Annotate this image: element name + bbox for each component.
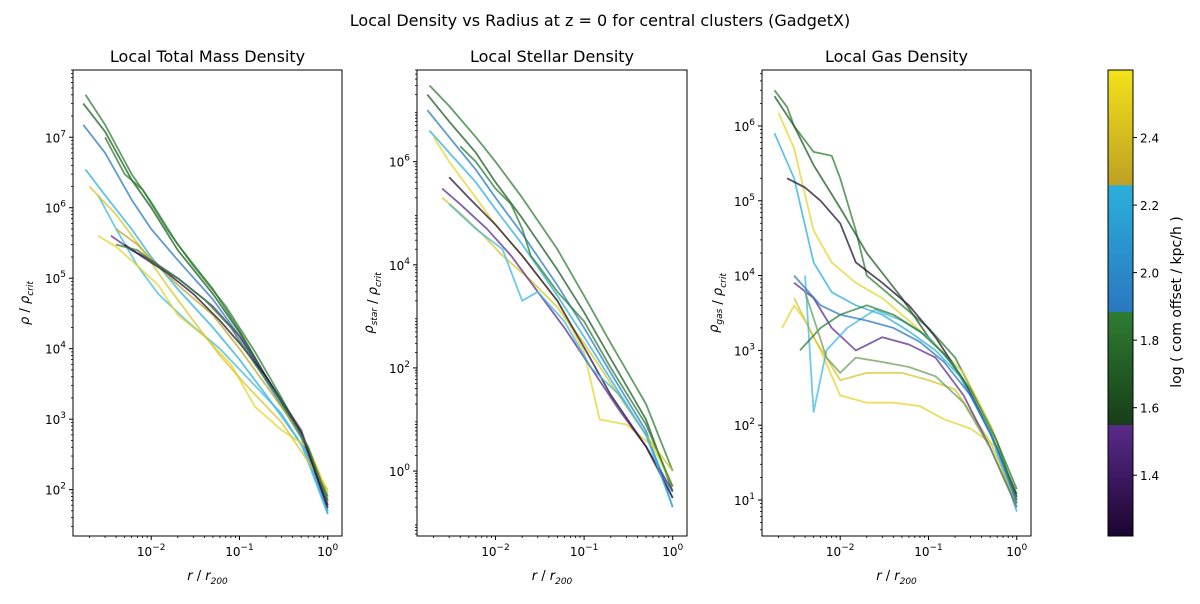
series-line-7 (786, 177, 1018, 498)
series-line-3 (777, 112, 1018, 501)
colorbar-tick-label: 1.4 (1140, 469, 1159, 483)
y-axis-label: ρstar / ρcrit (362, 272, 384, 334)
series-line-2 (426, 109, 674, 508)
x-axis-label: r / r200 (876, 569, 917, 587)
series-line-11 (804, 291, 1018, 508)
colorbar-label: log ( com offset / kpc/h ) (1169, 216, 1185, 387)
series-line-0 (428, 84, 674, 472)
x-tick-label: 10−2 (481, 543, 510, 559)
series-group (82, 94, 329, 515)
axes-frame (761, 69, 1032, 537)
y-tick-label: 106 (734, 118, 755, 134)
series-line-0 (84, 94, 329, 501)
colorbar-tick-label: 1.8 (1140, 334, 1159, 348)
figure-suptitle: Local Density vs Radius at z = 0 for cen… (350, 11, 850, 30)
series-group (426, 84, 674, 508)
axes-frame (416, 69, 688, 537)
colorbar: log ( com offset / kpc/h ) 1.4 1.6 1.8 2.0 2… (1107, 69, 1185, 537)
colorbar-tick-label: 1.6 (1140, 402, 1159, 416)
x-tick-label: 10−2 (137, 543, 166, 559)
x-tick-label: 100 (662, 543, 683, 559)
colorbar-tick-label: 2.2 (1140, 199, 1159, 213)
colorbar-segment (1108, 184, 1133, 312)
series-line-4 (84, 168, 329, 515)
colorbar-tick-label: 2.0 (1140, 267, 1159, 281)
colorbar-segment (1108, 424, 1133, 537)
x-tick-label: 10−1 (914, 543, 943, 559)
y-tick-label: 100 (389, 463, 410, 479)
series-line-6 (793, 282, 1018, 508)
series-line-3 (82, 124, 329, 512)
x-tick-label: 10−2 (826, 543, 855, 559)
series-line-7 (448, 176, 674, 499)
panel-title: Local Total Mass Density (110, 47, 305, 66)
panel-gas: Local Gas Density 10−2 10−1 100 101 102 103 10… (707, 47, 1032, 587)
panel-total-mass: Local Total Mass Density 10−2 10−1 100 102 1… (18, 47, 343, 587)
y-tick-label: 104 (734, 268, 755, 284)
panel-title: Local Gas Density (825, 47, 968, 66)
y-tick-label: 102 (389, 360, 410, 376)
series-line-11 (115, 243, 329, 501)
colorbar-frame (1107, 69, 1134, 537)
x-tick-label: 10−1 (570, 543, 599, 559)
colorbar-segment (1108, 70, 1133, 186)
series-line-4 (781, 304, 1018, 501)
series-line-9 (110, 235, 329, 506)
y-tick-label: 104 (389, 257, 410, 273)
y-tick-label: 103 (734, 342, 755, 358)
series-line-10 (793, 275, 1018, 504)
series-line-5 (97, 194, 329, 515)
y-tick-label: 102 (734, 417, 755, 433)
y-tick-label: 102 (45, 482, 66, 498)
y-tick-label: 105 (45, 270, 66, 286)
y-tick-label: 101 (734, 492, 755, 508)
panel-title: Local Stellar Density (470, 47, 634, 66)
y-tick-label: 104 (45, 341, 66, 357)
series-line-9 (799, 304, 1018, 501)
series-line-5 (441, 197, 674, 472)
series-line-6 (97, 235, 329, 494)
x-tick-label: 100 (1006, 543, 1027, 559)
y-tick-label: 106 (45, 200, 66, 216)
series-line-10 (124, 243, 329, 509)
x-tick-label: 100 (317, 543, 338, 559)
series-line-8 (459, 145, 674, 487)
x-axis-label: r / r200 (532, 569, 573, 587)
series-line-7 (88, 185, 329, 491)
y-tick-label: 106 (389, 154, 410, 170)
axes-frame (72, 69, 343, 537)
y-tick-label: 107 (45, 129, 66, 145)
panel-stellar: Local Stellar Density 10−2 10−1 100 100 102 1… (362, 47, 688, 587)
x-axis-label: r / r200 (187, 569, 228, 587)
series-line-6 (441, 187, 674, 493)
colorbar-segment (1108, 311, 1133, 426)
y-tick-label: 105 (734, 193, 755, 209)
series-line-1 (426, 94, 674, 492)
y-axis-label: ρ / ρcrit (18, 281, 36, 325)
series-line-2 (773, 132, 1018, 512)
series-group (773, 89, 1018, 512)
series-line-8 (115, 228, 329, 504)
series-line-9 (448, 203, 674, 508)
y-tick-label: 103 (45, 411, 66, 427)
colorbar-tick-label: 2.4 (1140, 132, 1159, 146)
y-axis-label: ρgas / ρcrit (707, 273, 729, 333)
x-tick-label: 10−1 (225, 543, 254, 559)
